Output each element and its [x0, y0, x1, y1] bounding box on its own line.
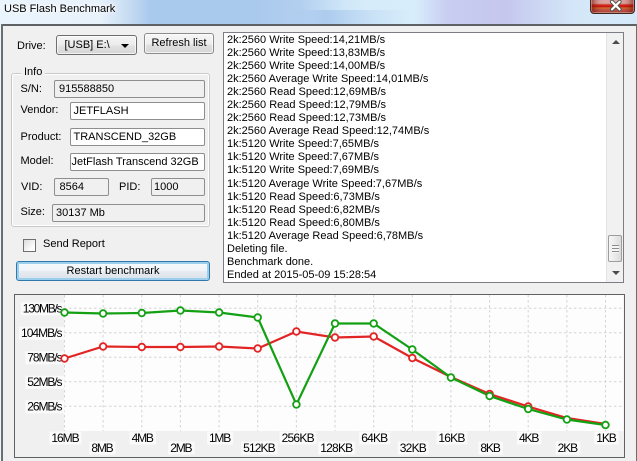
svg-text:130MB/s: 130MB/s — [23, 301, 63, 315]
svg-text:78MB/s: 78MB/s — [27, 350, 62, 364]
svg-text:8MB: 8MB — [91, 441, 113, 455]
svg-text:128KB: 128KB — [320, 441, 353, 455]
svg-text:4KB: 4KB — [519, 431, 540, 445]
svg-text:104MB/s: 104MB/s — [21, 326, 63, 340]
svg-text:26MB/s: 26MB/s — [27, 399, 62, 413]
svg-text:512KB: 512KB — [243, 441, 276, 455]
svg-text:1MB: 1MB — [209, 431, 231, 445]
svg-text:256KB: 256KB — [282, 431, 315, 445]
svg-text:32KB: 32KB — [400, 441, 427, 455]
svg-text:52MB/s: 52MB/s — [27, 375, 62, 389]
svg-text:8KB: 8KB — [480, 441, 501, 455]
svg-text:2MB: 2MB — [170, 441, 192, 455]
svg-text:2KB: 2KB — [558, 441, 579, 455]
svg-text:16MB: 16MB — [51, 431, 79, 445]
svg-text:16KB: 16KB — [438, 431, 465, 445]
svg-text:4MB: 4MB — [132, 431, 154, 445]
svg-text:1KB: 1KB — [596, 431, 617, 445]
svg-text:64KB: 64KB — [361, 431, 388, 445]
